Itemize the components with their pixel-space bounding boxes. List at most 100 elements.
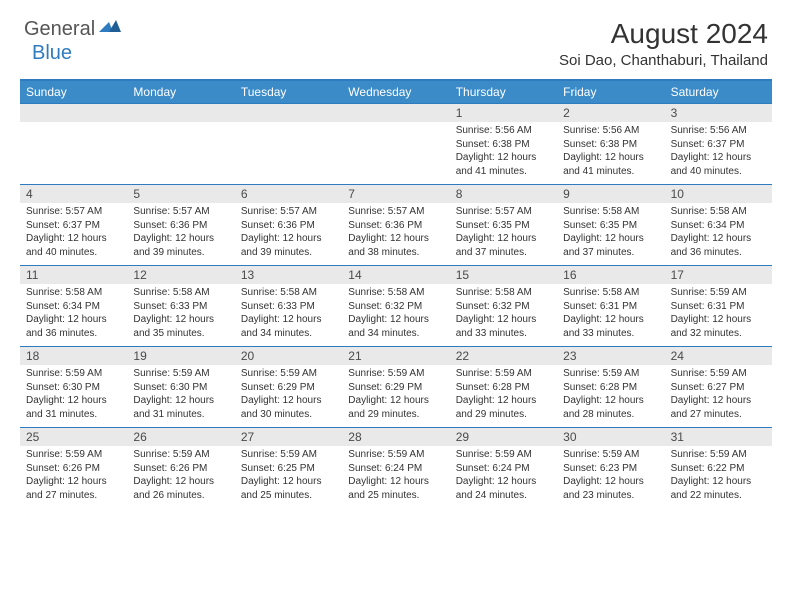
day-number: 14	[342, 266, 449, 284]
day-number: 5	[127, 185, 234, 203]
day-number: 3	[665, 104, 772, 122]
day-number: 26	[127, 428, 234, 446]
header: General August 2024 Soi Dao, Chanthaburi…	[0, 0, 792, 75]
day-number: 1	[450, 104, 557, 122]
logo: General	[24, 18, 123, 41]
week-row: 11121314151617Sunrise: 5:58 AMSunset: 6:…	[20, 265, 772, 346]
day-header: Tuesday	[235, 81, 342, 103]
day-cell: Sunrise: 5:58 AMSunset: 6:34 PMDaylight:…	[665, 203, 772, 265]
day-cell	[235, 122, 342, 184]
day-number: 29	[450, 428, 557, 446]
day-header: Wednesday	[342, 81, 449, 103]
day-cell: Sunrise: 5:58 AMSunset: 6:33 PMDaylight:…	[127, 284, 234, 346]
day-cell: Sunrise: 5:59 AMSunset: 6:30 PMDaylight:…	[127, 365, 234, 427]
day-cell: Sunrise: 5:59 AMSunset: 6:29 PMDaylight:…	[342, 365, 449, 427]
day-number: 11	[20, 266, 127, 284]
day-number: 15	[450, 266, 557, 284]
day-number: 25	[20, 428, 127, 446]
day-number: 10	[665, 185, 772, 203]
day-number: 21	[342, 347, 449, 365]
logo-text-general: General	[24, 18, 95, 41]
weeks-container: 123Sunrise: 5:56 AMSunset: 6:38 PMDaylig…	[20, 103, 772, 508]
day-number	[127, 104, 234, 122]
day-cell: Sunrise: 5:59 AMSunset: 6:23 PMDaylight:…	[557, 446, 664, 508]
week-row: 123Sunrise: 5:56 AMSunset: 6:38 PMDaylig…	[20, 103, 772, 184]
day-number: 16	[557, 266, 664, 284]
week-body: Sunrise: 5:59 AMSunset: 6:30 PMDaylight:…	[20, 365, 772, 427]
day-number: 4	[20, 185, 127, 203]
day-number: 12	[127, 266, 234, 284]
day-cell: Sunrise: 5:59 AMSunset: 6:28 PMDaylight:…	[450, 365, 557, 427]
logo-text-blue: Blue	[32, 42, 72, 65]
day-cell: Sunrise: 5:59 AMSunset: 6:24 PMDaylight:…	[342, 446, 449, 508]
day-number: 24	[665, 347, 772, 365]
day-cell: Sunrise: 5:59 AMSunset: 6:30 PMDaylight:…	[20, 365, 127, 427]
day-number: 17	[665, 266, 772, 284]
day-number: 9	[557, 185, 664, 203]
day-cell: Sunrise: 5:59 AMSunset: 6:26 PMDaylight:…	[20, 446, 127, 508]
day-number-band: 18192021222324	[20, 347, 772, 365]
day-number	[20, 104, 127, 122]
month-title: August 2024	[559, 18, 768, 50]
day-cell: Sunrise: 5:57 AMSunset: 6:36 PMDaylight:…	[127, 203, 234, 265]
day-cell	[127, 122, 234, 184]
day-header-row: Sunday Monday Tuesday Wednesday Thursday…	[20, 81, 772, 103]
day-number	[235, 104, 342, 122]
day-cell: Sunrise: 5:57 AMSunset: 6:36 PMDaylight:…	[235, 203, 342, 265]
week-body: Sunrise: 5:56 AMSunset: 6:38 PMDaylight:…	[20, 122, 772, 184]
day-cell: Sunrise: 5:58 AMSunset: 6:32 PMDaylight:…	[450, 284, 557, 346]
day-number: 22	[450, 347, 557, 365]
day-number: 27	[235, 428, 342, 446]
day-cell: Sunrise: 5:59 AMSunset: 6:26 PMDaylight:…	[127, 446, 234, 508]
day-number: 19	[127, 347, 234, 365]
week-row: 25262728293031Sunrise: 5:59 AMSunset: 6:…	[20, 427, 772, 508]
day-number: 30	[557, 428, 664, 446]
week-row: 45678910Sunrise: 5:57 AMSunset: 6:37 PMD…	[20, 184, 772, 265]
day-number: 6	[235, 185, 342, 203]
day-header: Saturday	[665, 81, 772, 103]
day-number: 8	[450, 185, 557, 203]
day-number-band: 123	[20, 104, 772, 122]
day-header: Friday	[557, 81, 664, 103]
day-number: 28	[342, 428, 449, 446]
day-cell: Sunrise: 5:58 AMSunset: 6:32 PMDaylight:…	[342, 284, 449, 346]
day-number-band: 45678910	[20, 185, 772, 203]
day-cell: Sunrise: 5:58 AMSunset: 6:34 PMDaylight:…	[20, 284, 127, 346]
day-header: Monday	[127, 81, 234, 103]
day-cell: Sunrise: 5:57 AMSunset: 6:36 PMDaylight:…	[342, 203, 449, 265]
day-cell: Sunrise: 5:59 AMSunset: 6:31 PMDaylight:…	[665, 284, 772, 346]
day-number-band: 25262728293031	[20, 428, 772, 446]
week-body: Sunrise: 5:57 AMSunset: 6:37 PMDaylight:…	[20, 203, 772, 265]
day-cell	[342, 122, 449, 184]
day-header: Thursday	[450, 81, 557, 103]
day-cell: Sunrise: 5:59 AMSunset: 6:28 PMDaylight:…	[557, 365, 664, 427]
day-number: 13	[235, 266, 342, 284]
day-cell: Sunrise: 5:58 AMSunset: 6:31 PMDaylight:…	[557, 284, 664, 346]
day-header: Sunday	[20, 81, 127, 103]
day-cell: Sunrise: 5:58 AMSunset: 6:33 PMDaylight:…	[235, 284, 342, 346]
day-cell: Sunrise: 5:56 AMSunset: 6:38 PMDaylight:…	[557, 122, 664, 184]
day-cell: Sunrise: 5:59 AMSunset: 6:22 PMDaylight:…	[665, 446, 772, 508]
day-cell: Sunrise: 5:57 AMSunset: 6:35 PMDaylight:…	[450, 203, 557, 265]
day-number: 31	[665, 428, 772, 446]
day-cell: Sunrise: 5:59 AMSunset: 6:24 PMDaylight:…	[450, 446, 557, 508]
week-row: 18192021222324Sunrise: 5:59 AMSunset: 6:…	[20, 346, 772, 427]
day-number-band: 11121314151617	[20, 266, 772, 284]
day-cell: Sunrise: 5:56 AMSunset: 6:38 PMDaylight:…	[450, 122, 557, 184]
day-number: 7	[342, 185, 449, 203]
day-cell: Sunrise: 5:58 AMSunset: 6:35 PMDaylight:…	[557, 203, 664, 265]
week-body: Sunrise: 5:58 AMSunset: 6:34 PMDaylight:…	[20, 284, 772, 346]
day-cell: Sunrise: 5:59 AMSunset: 6:29 PMDaylight:…	[235, 365, 342, 427]
day-number: 2	[557, 104, 664, 122]
title-block: August 2024 Soi Dao, Chanthaburi, Thaila…	[559, 18, 768, 69]
day-cell: Sunrise: 5:57 AMSunset: 6:37 PMDaylight:…	[20, 203, 127, 265]
day-cell	[20, 122, 127, 184]
day-number	[342, 104, 449, 122]
day-number: 18	[20, 347, 127, 365]
day-cell: Sunrise: 5:59 AMSunset: 6:27 PMDaylight:…	[665, 365, 772, 427]
logo-flag-icon	[99, 18, 121, 41]
location-text: Soi Dao, Chanthaburi, Thailand	[559, 52, 768, 69]
day-cell: Sunrise: 5:59 AMSunset: 6:25 PMDaylight:…	[235, 446, 342, 508]
day-number: 23	[557, 347, 664, 365]
week-body: Sunrise: 5:59 AMSunset: 6:26 PMDaylight:…	[20, 446, 772, 508]
